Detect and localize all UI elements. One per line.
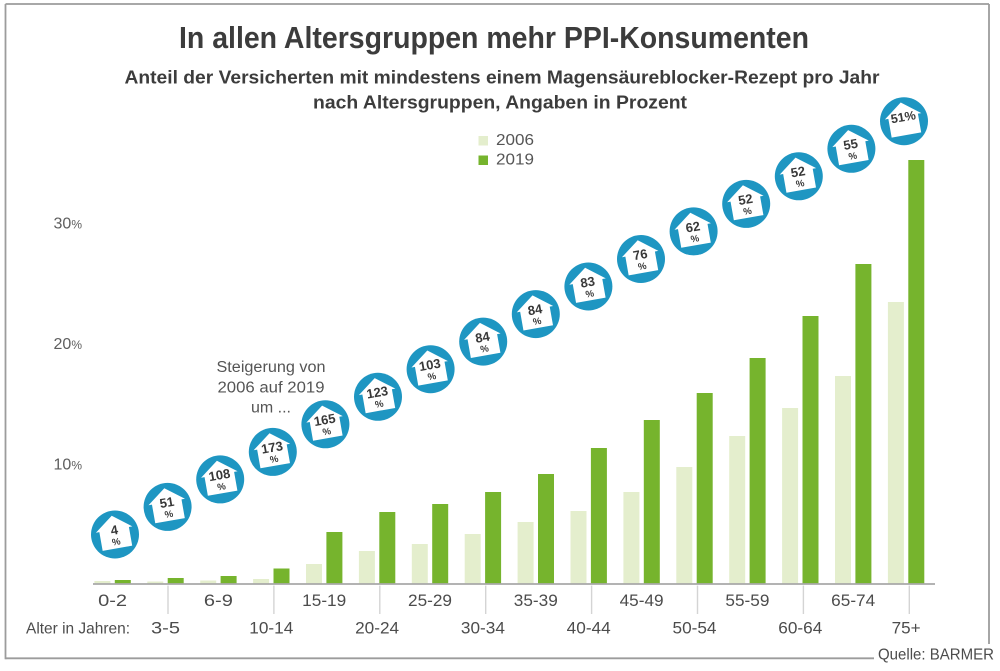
svg-text:84: 84 <box>527 301 545 318</box>
svg-text:52: 52 <box>790 163 807 180</box>
svg-text:%: % <box>795 178 806 190</box>
svg-text:25-29: 25-29 <box>408 591 452 610</box>
svg-text:55-59: 55-59 <box>725 591 769 610</box>
svg-text:%: % <box>479 343 490 355</box>
svg-text:%: % <box>848 150 859 162</box>
svg-text:50-54: 50-54 <box>673 619 717 638</box>
svg-text:51%: 51% <box>890 108 917 126</box>
svg-text:30-34: 30-34 <box>461 619 505 638</box>
svg-text:83: 83 <box>579 273 596 290</box>
svg-text:nach Altersgruppen, Angaben in: nach Altersgruppen, Angaben in Prozent <box>313 93 687 113</box>
svg-text:%: % <box>690 233 701 245</box>
svg-text:30%: 30% <box>54 216 83 233</box>
svg-text:2006 auf 2019: 2006 auf 2019 <box>218 380 325 397</box>
svg-text:%: % <box>637 261 648 273</box>
svg-text:%: % <box>216 481 227 493</box>
svg-text:%: % <box>322 426 333 438</box>
svg-text:%: % <box>374 398 385 410</box>
svg-text:2006: 2006 <box>496 132 534 149</box>
svg-text:10-14: 10-14 <box>249 619 293 638</box>
svg-text:4: 4 <box>109 522 119 538</box>
svg-text:10%: 10% <box>54 457 83 474</box>
svg-text:Alter in Jahren:: Alter in Jahren: <box>26 621 130 638</box>
svg-text:62: 62 <box>684 218 701 235</box>
svg-text:Steigerung von: Steigerung von <box>217 359 326 376</box>
svg-text:60-64: 60-64 <box>778 619 822 638</box>
svg-text:%: % <box>742 206 753 218</box>
svg-text:2019: 2019 <box>496 152 534 169</box>
svg-text:45-49: 45-49 <box>620 591 664 610</box>
svg-text:55: 55 <box>842 136 859 153</box>
svg-text:15-19: 15-19 <box>302 591 346 610</box>
svg-text:173: 173 <box>260 438 284 457</box>
svg-text:103: 103 <box>418 355 442 374</box>
svg-text:51: 51 <box>158 494 175 511</box>
svg-text:123: 123 <box>365 383 389 402</box>
svg-text:35-39: 35-39 <box>514 591 558 610</box>
svg-text:108: 108 <box>207 466 231 485</box>
svg-text:165: 165 <box>313 411 337 430</box>
svg-text:um ...: um ... <box>251 400 291 417</box>
svg-text:65-74: 65-74 <box>831 591 875 610</box>
svg-text:20%: 20% <box>54 336 83 353</box>
svg-text:In allen Altersgruppen mehr PP: In allen Altersgruppen mehr PPI-Konsumen… <box>179 20 809 55</box>
svg-text:%: % <box>164 509 175 521</box>
svg-text:6-9: 6-9 <box>204 591 233 610</box>
svg-text:Quelle: BARMER: Quelle: BARMER <box>878 647 994 664</box>
svg-text:%: % <box>269 454 280 466</box>
svg-text:75+: 75+ <box>892 619 921 638</box>
svg-text:40-44: 40-44 <box>567 619 611 638</box>
svg-text:%: % <box>111 536 122 548</box>
svg-text:%: % <box>532 316 543 328</box>
svg-text:0-2: 0-2 <box>98 591 127 610</box>
svg-text:3-5: 3-5 <box>151 619 180 638</box>
svg-text:%: % <box>427 371 438 383</box>
svg-text:20-24: 20-24 <box>355 619 399 638</box>
svg-text:Anteil der Versicherten mit mi: Anteil der Versicherten mit mindestens e… <box>125 68 880 88</box>
svg-text:76: 76 <box>632 246 649 263</box>
svg-text:84: 84 <box>474 328 492 345</box>
svg-text:52: 52 <box>737 191 754 208</box>
svg-text:%: % <box>585 288 596 300</box>
